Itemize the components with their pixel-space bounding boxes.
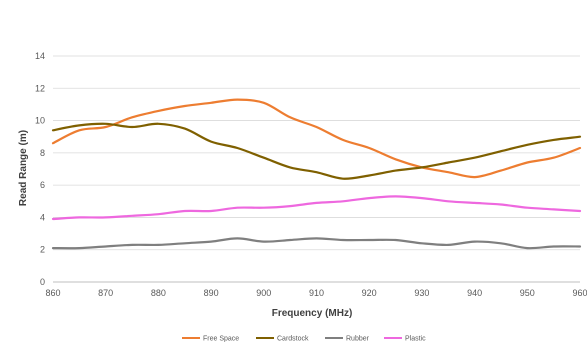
y-axis-title: Read Range (m) [18,130,29,206]
y-tick-label: 6 [40,180,45,190]
legend-item-rubber: Rubber [325,336,370,343]
y-tick-label: 12 [35,83,45,93]
x-tick-label: 900 [256,288,271,298]
x-tick-label: 880 [151,288,166,298]
legend: Free Space Cardstock Rubber Plastic [182,336,426,343]
y-tick-label: 8 [40,148,45,158]
series-line-plastic [51,195,582,221]
y-tick-label: 0 [40,277,45,287]
y-tick-label: 4 [40,212,45,222]
x-tick-label: 920 [362,288,377,298]
legend-label: Rubber [346,336,370,343]
x-tick-label: 940 [467,288,482,298]
x-tick-label: 950 [520,288,535,298]
x-tick-labels: 860 870 880 890 900 910 920 930 940 950 960 [45,288,587,298]
legend-item-free-space: Free Space [182,336,239,343]
legend-label: Plastic [405,336,426,343]
series-line-free-space [51,98,582,179]
x-tick-label: 930 [414,288,429,298]
y-tick-label: 2 [40,245,45,255]
series-lines [51,98,582,250]
legend-item-cardstock: Cardstock [256,336,309,343]
series-line-cardstock [51,122,582,180]
legend-item-plastic: Plastic [384,336,426,343]
legend-label: Cardstock [277,336,309,343]
x-tick-label: 910 [309,288,324,298]
x-tick-label: 960 [572,288,587,298]
x-tick-label: 860 [45,288,60,298]
gridlines [53,55,580,251]
y-tick-labels: 0 2 4 6 8 10 12 14 [35,51,45,287]
y-tick-label: 14 [35,51,45,61]
legend-label: Free Space [203,336,239,343]
x-tick-label: 870 [98,288,113,298]
x-tick-label: 890 [204,288,219,298]
series-line-rubber [51,237,582,250]
y-tick-label: 10 [35,116,45,126]
x-axis-title: Frequency (MHz) [272,308,353,319]
